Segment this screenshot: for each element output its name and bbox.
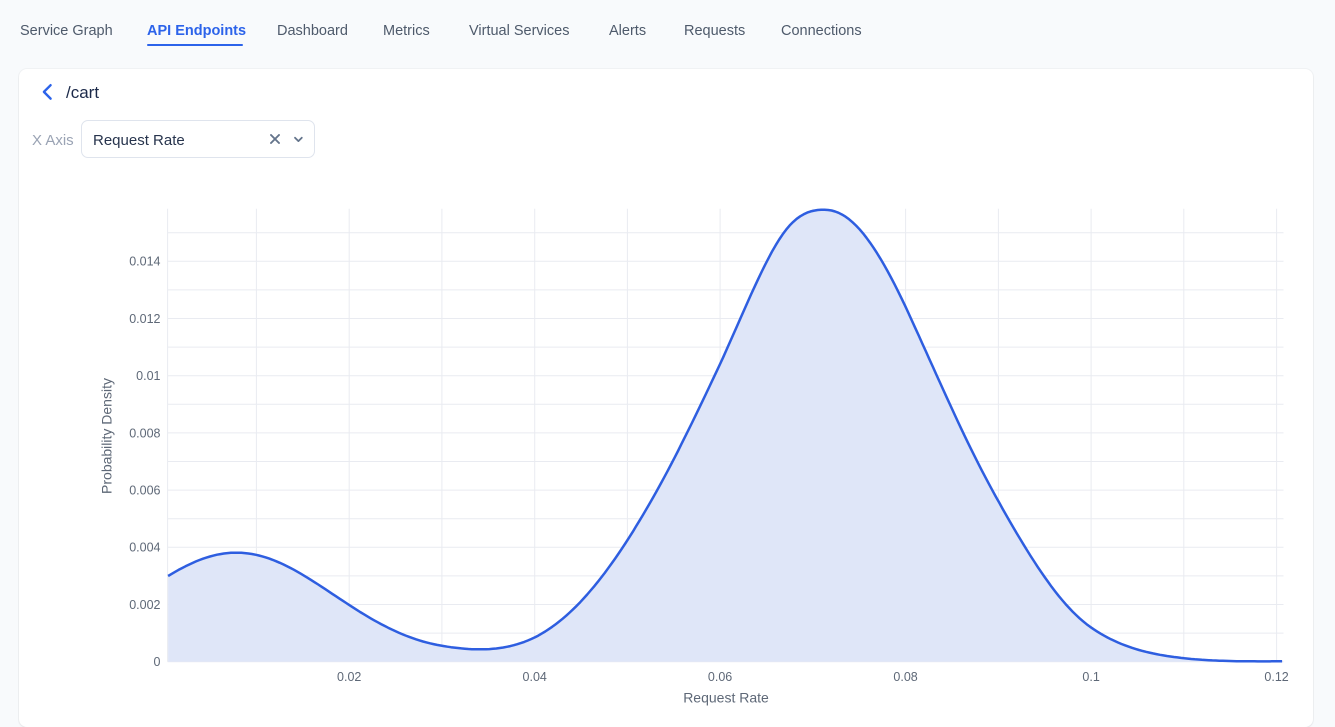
svg-text:0.014: 0.014: [129, 255, 160, 269]
svg-text:0.1: 0.1: [1082, 670, 1099, 684]
svg-text:0.012: 0.012: [129, 312, 160, 326]
svg-text:0.12: 0.12: [1264, 670, 1288, 684]
svg-text:Probability Density: Probability Density: [98, 378, 114, 494]
svg-text:0.08: 0.08: [893, 670, 917, 684]
svg-text:0.004: 0.004: [129, 541, 160, 555]
svg-text:0.01: 0.01: [136, 369, 160, 383]
svg-text:0: 0: [154, 655, 161, 669]
svg-text:0.04: 0.04: [523, 670, 547, 684]
svg-text:0.06: 0.06: [708, 670, 732, 684]
svg-text:0.008: 0.008: [129, 426, 160, 440]
svg-text:0.002: 0.002: [129, 598, 160, 612]
svg-text:0.02: 0.02: [337, 670, 361, 684]
svg-text:Request Rate: Request Rate: [683, 690, 769, 706]
svg-text:0.006: 0.006: [129, 484, 160, 498]
